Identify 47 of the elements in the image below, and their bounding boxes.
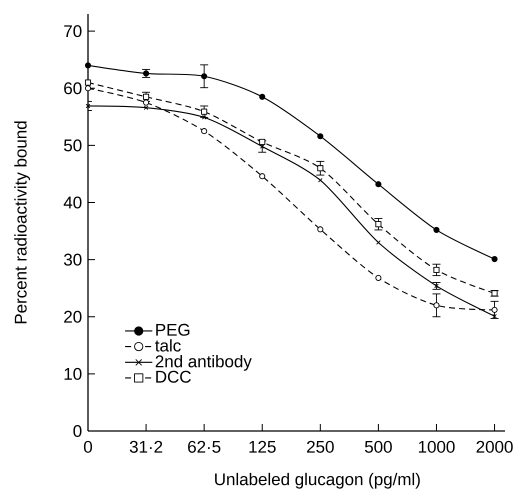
legend-label: DCC xyxy=(156,370,191,383)
point xyxy=(201,108,208,115)
legend-label: PEG xyxy=(156,324,190,336)
y-tick-label: 0 xyxy=(73,425,82,437)
legend-label: 2nd antibody xyxy=(156,354,252,371)
y-tick-label: 40 xyxy=(64,196,82,209)
point xyxy=(144,105,148,110)
point xyxy=(317,165,324,172)
y-tick-label: 20 xyxy=(64,310,82,323)
point xyxy=(201,73,208,80)
legend-label: talc xyxy=(155,339,181,352)
x-tick-label: 31·2 xyxy=(130,440,162,453)
point xyxy=(375,221,382,228)
point xyxy=(259,94,266,100)
x-tick-label: 0 xyxy=(84,440,92,453)
y-tick-label: 30 xyxy=(64,254,82,266)
point xyxy=(318,178,323,183)
point xyxy=(84,62,92,68)
point xyxy=(317,133,324,140)
point xyxy=(201,128,208,134)
point xyxy=(84,80,92,86)
y-tick-label: 50 xyxy=(64,139,82,152)
x-tick-label: 500 xyxy=(364,440,392,453)
point xyxy=(375,181,382,188)
point xyxy=(492,306,498,313)
x-tick-label: 250 xyxy=(307,440,334,453)
point xyxy=(433,226,440,233)
x-axis-title: Unlabeled glucagon (pg/ml) xyxy=(215,472,420,489)
point xyxy=(433,266,440,273)
x-tick-label: 62·5 xyxy=(188,440,220,453)
y-axis-title: Percent radioactivity bound xyxy=(14,121,30,324)
point xyxy=(202,115,206,120)
point xyxy=(143,94,150,100)
point xyxy=(143,99,150,106)
point xyxy=(492,256,498,262)
x-tick-label: 1000 xyxy=(418,440,455,453)
point xyxy=(376,240,381,245)
point xyxy=(375,274,382,281)
y-tick-label: 60 xyxy=(64,82,82,94)
point xyxy=(433,302,440,308)
point xyxy=(84,85,92,92)
y-tick-label: 70 xyxy=(64,25,82,38)
point xyxy=(317,226,324,232)
y-tick-label: 10 xyxy=(64,368,82,380)
x-tick-label: 2000 xyxy=(476,440,513,453)
x-tick-label: 125 xyxy=(249,440,276,453)
point xyxy=(259,173,266,180)
